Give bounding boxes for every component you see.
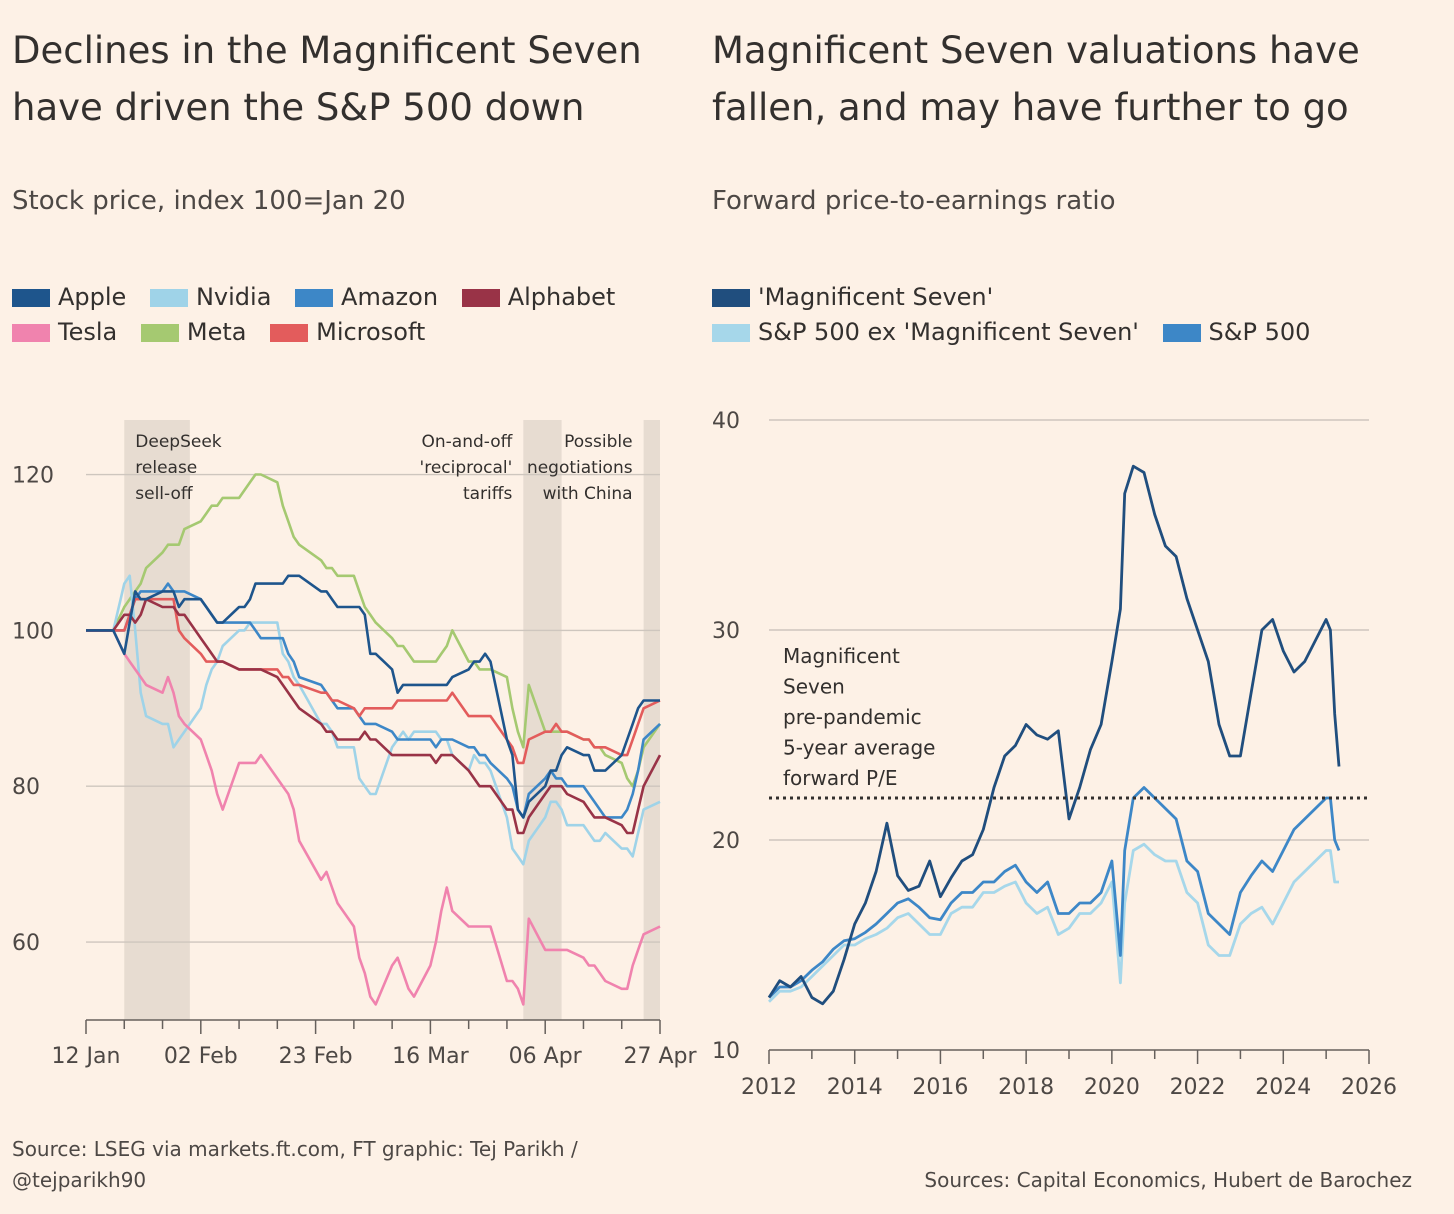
reference-line-label: Magnificent	[783, 644, 900, 668]
y-tick-label-30: 30	[712, 619, 740, 644]
legend-row: S&P 500 ex 'Magnificent Seven' S&P 500	[712, 318, 1326, 353]
reference-line-label: forward P/E	[783, 766, 897, 790]
series-line-magnificent-seven	[767, 464, 1341, 1006]
legend-swatch-amazon	[295, 289, 334, 307]
legend-item-nvidia: Nvidia	[149, 283, 272, 311]
series-line-nvidia	[86, 574, 661, 866]
series-line-alphabet	[86, 597, 662, 835]
x-tick-label-12-jan: 12 Jan	[52, 1044, 121, 1069]
series-line-s-p-500	[768, 786, 1341, 999]
left-chart-legend: Apple Nvidia Amazon Alphabet Tesla Meta …	[12, 283, 631, 353]
legend-swatch-nvidia	[149, 289, 188, 307]
y-tick-label-60: 60	[12, 931, 40, 956]
legend-row: Tesla Meta Microsoft	[12, 318, 631, 353]
legend-label-mag7: 'Magnificent Seven'	[758, 283, 994, 311]
right-title-line-2: fallen, and may have further to go	[712, 86, 1349, 129]
legend-swatch-tesla	[12, 324, 50, 342]
x-tick-label-23-feb: 23 Feb	[279, 1044, 353, 1069]
reference-line-label: 5-year average	[783, 736, 935, 760]
left-source-line-1: Source: LSEG via markets.ft.com, FT grap…	[12, 1137, 578, 1161]
right-chart-subtitle: Forward price-to-earnings ratio	[712, 186, 1116, 216]
legend-item-alphabet: Alphabet	[461, 283, 616, 311]
left-chart: 60 80 100 120 12 Jan 02 Feb 23 Feb 16 Mar 06 Apr…	[12, 420, 697, 1069]
legend-swatch-mag7	[712, 289, 750, 307]
annotation-1-line: DeepSeek	[135, 432, 222, 452]
left-title-line-1: Declines in the Magnificent Seven	[12, 29, 642, 72]
legend-label-alphabet: Alphabet	[507, 283, 616, 311]
legend-row: Apple Nvidia Amazon Alphabet	[12, 283, 631, 318]
annotation-2-line: 'reciprocal'	[420, 458, 513, 478]
legend-swatch-apple	[12, 289, 50, 307]
y-tick-label-100: 100	[12, 619, 54, 644]
series-line-tesla	[86, 629, 661, 1006]
x-tick-label-2012: 2012	[741, 1075, 797, 1100]
x-tick-label-2024: 2024	[1255, 1075, 1311, 1100]
legend-item-apple: Apple	[12, 283, 126, 311]
legend-label-sp500: S&P 500	[1208, 318, 1311, 346]
legend-label-microsoft: Microsoft	[316, 318, 426, 346]
reference-line-label: pre-pandemic	[783, 705, 922, 729]
legend-label-meta: Meta	[186, 318, 247, 346]
legend-label-tesla: Tesla	[58, 318, 118, 346]
legend-item-sp500-ex: S&P 500 ex 'Magnificent Seven'	[712, 318, 1139, 346]
legend-label-apple: Apple	[58, 283, 127, 311]
annotation-3-line: with China	[543, 484, 633, 504]
annotation-1-line: sell-off	[135, 484, 194, 504]
right-chart-title: Magnificent Seven valuations have fallen…	[712, 22, 1360, 136]
series-line-microsoft	[86, 597, 661, 765]
x-tick-label-2022: 2022	[1170, 1075, 1226, 1100]
legend-item-sp500: S&P 500	[1162, 318, 1311, 346]
annotation-1-line: release	[135, 458, 197, 478]
right-source-note: Sources: Capital Economics, Hubert de Ba…	[924, 1168, 1412, 1192]
legend-label-nvidia: Nvidia	[195, 283, 272, 311]
legend-row: 'Magnificent Seven'	[712, 283, 1326, 318]
reference-line-label: Seven	[783, 675, 845, 699]
series-line-apple	[86, 574, 660, 819]
y-tick-label-20: 20	[712, 829, 740, 854]
legend-swatch-sp500-ex	[712, 324, 750, 342]
right-title-line-1: Magnificent Seven valuations have	[712, 29, 1360, 72]
annotation-3-line: Possible	[564, 432, 632, 452]
legend-label-amazon: Amazon	[341, 283, 439, 311]
legend-item-tesla: Tesla	[12, 318, 117, 346]
right-chart: 10 20 30 40 2012 2014 2016 2018 2020 2022 2024 2026…	[712, 409, 1397, 1100]
left-chart-title: Declines in the Magnificent Seven have d…	[12, 22, 642, 136]
x-tick-label-2014: 2014	[827, 1075, 883, 1100]
x-tick-label-06-apr: 06 Apr	[509, 1044, 583, 1069]
legend-item-amazon: Amazon	[295, 283, 438, 311]
x-tick-label-2020: 2020	[1084, 1075, 1140, 1100]
left-source-note: Source: LSEG via markets.ft.com, FT grap…	[12, 1134, 578, 1196]
legend-swatch-alphabet	[461, 289, 500, 307]
legend-label-sp500-ex: S&P 500 ex 'Magnificent Seven'	[758, 318, 1139, 346]
x-tick-label-2018: 2018	[998, 1075, 1054, 1100]
x-tick-label-27-apr: 27 Apr	[623, 1044, 697, 1069]
series-line-s-p-500-ex-magnificent-seven	[768, 842, 1339, 1003]
x-tick-label-2026: 2026	[1341, 1075, 1397, 1100]
annotation-2-line: tariffs	[463, 484, 513, 504]
y-tick-label-120: 120	[12, 464, 54, 489]
left-title-line-2: have driven the S&P 500 down	[12, 86, 585, 129]
legend-swatch-microsoft	[270, 324, 309, 342]
annotation-2-line: On-and-off	[421, 432, 513, 452]
y-tick-label-40: 40	[712, 409, 740, 434]
x-tick-label-02-feb: 02 Feb	[164, 1044, 238, 1069]
legend-item-microsoft: Microsoft	[270, 318, 425, 346]
y-tick-label-10: 10	[712, 1039, 740, 1064]
shaded-period-3	[643, 420, 660, 1020]
right-chart-legend: 'Magnificent Seven' S&P 500 ex 'Magnific…	[712, 283, 1326, 353]
legend-item-meta: Meta	[140, 318, 247, 346]
y-tick-label-80: 80	[12, 775, 40, 800]
legend-swatch-sp500	[1162, 324, 1201, 342]
x-tick-label-2016: 2016	[912, 1075, 968, 1100]
x-tick-label-16-mar: 16 Mar	[392, 1044, 469, 1069]
legend-item-mag7: 'Magnificent Seven'	[712, 283, 993, 311]
legend-swatch-meta	[140, 324, 179, 342]
left-source-line-2: @tejparikh90	[12, 1168, 147, 1192]
series-line-amazon	[86, 582, 661, 819]
annotation-3-line: negotiations	[527, 458, 633, 478]
left-chart-subtitle: Stock price, index 100=Jan 20	[12, 186, 406, 216]
